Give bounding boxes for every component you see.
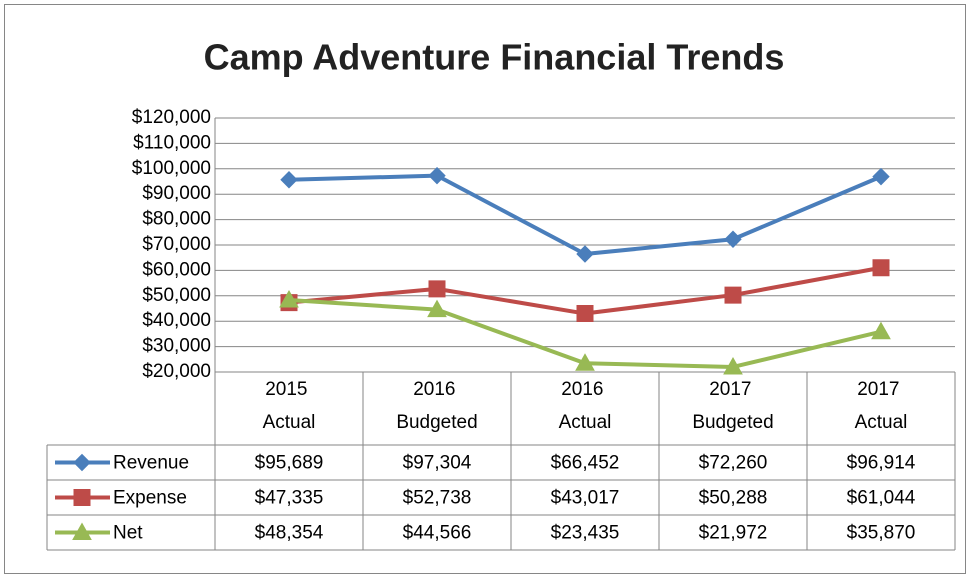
marker: [575, 353, 595, 371]
y-tick-label: $40,000: [142, 310, 211, 331]
y-tick-label: $80,000: [142, 209, 211, 230]
table-value: $47,335: [255, 488, 324, 509]
legend-label: Revenue: [113, 453, 189, 474]
table-value: $44,566: [403, 523, 472, 544]
table-value: $21,972: [699, 523, 768, 544]
marker: [427, 299, 447, 318]
marker: [576, 245, 594, 263]
table-value: $61,044: [847, 488, 916, 509]
marker: [723, 356, 743, 375]
y-tick-label: $120,000: [132, 107, 211, 128]
table-value: $97,304: [403, 453, 472, 474]
marker: [724, 230, 742, 248]
x-tick-label: 2017 Budgeted: [692, 379, 773, 433]
legend-marker: [73, 453, 91, 472]
legend-label: Expense: [113, 488, 187, 509]
legend-marker: [72, 522, 92, 540]
marker: [871, 321, 891, 340]
table-value: $72,260: [699, 453, 768, 474]
y-tick-label: $70,000: [142, 234, 211, 255]
table-value: $50,288: [699, 488, 768, 509]
table-value: $35,870: [847, 523, 916, 544]
table-value: $66,452: [551, 453, 620, 474]
legend-marker: [73, 489, 91, 506]
chart-title: Camp Adventure Financial Trends: [204, 37, 785, 78]
marker: [576, 305, 594, 323]
table-value: $48,354: [255, 523, 324, 544]
marker: [724, 286, 742, 304]
y-tick-label: $60,000: [142, 259, 211, 280]
x-tick-label: 2016 Actual: [559, 379, 612, 433]
y-tick-label: $90,000: [142, 183, 211, 204]
y-tick-label: $50,000: [142, 285, 211, 306]
y-tick-label: $20,000: [142, 361, 211, 382]
marker: [428, 166, 446, 185]
y-tick-label: $100,000: [132, 158, 211, 179]
table-value: $43,017: [551, 488, 620, 509]
legend-label: Net: [113, 523, 143, 544]
table-value: $52,738: [403, 488, 472, 509]
marker: [872, 167, 890, 186]
x-tick-label: 2016 Budgeted: [396, 379, 477, 433]
table-value: $95,689: [255, 453, 324, 474]
y-tick-label: $110,000: [133, 132, 211, 153]
marker: [279, 289, 299, 308]
y-tick-label: $30,000: [142, 336, 211, 357]
x-tick-label: 2015 Actual: [263, 379, 316, 433]
table-value: $23,435: [551, 523, 620, 544]
marker: [280, 171, 298, 189]
marker: [872, 259, 890, 277]
chart-border: [4, 4, 966, 574]
table-value: $96,914: [847, 453, 916, 474]
marker: [428, 280, 446, 298]
x-tick-label: 2017 Actual: [855, 379, 908, 433]
